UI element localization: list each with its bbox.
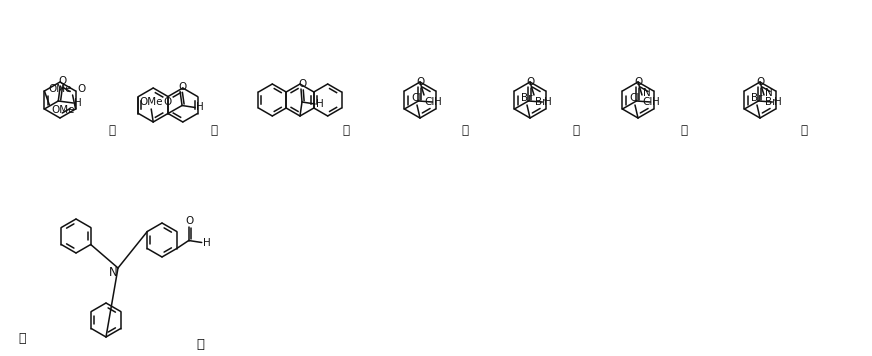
Text: 、: 、 xyxy=(680,124,687,136)
Text: H: H xyxy=(74,98,82,108)
Text: H: H xyxy=(543,97,551,107)
Text: O: O xyxy=(163,97,171,107)
Text: H: H xyxy=(196,103,204,112)
Text: Cl: Cl xyxy=(630,93,640,103)
Text: 、: 、 xyxy=(210,124,217,136)
Text: H: H xyxy=(317,99,324,109)
Text: H: H xyxy=(203,237,211,247)
Text: Br: Br xyxy=(766,97,777,107)
Text: 和: 和 xyxy=(18,331,25,345)
Text: 、: 、 xyxy=(573,124,580,136)
Text: 、: 、 xyxy=(108,124,115,136)
Text: Cl: Cl xyxy=(412,93,422,103)
Text: H: H xyxy=(651,97,659,107)
Text: H: H xyxy=(433,97,441,107)
Text: H: H xyxy=(773,97,781,107)
Text: OMe: OMe xyxy=(140,97,163,107)
Text: N: N xyxy=(765,88,773,98)
Text: Cl: Cl xyxy=(643,97,653,107)
Text: N: N xyxy=(643,88,651,98)
Text: O: O xyxy=(78,84,85,94)
Text: 、: 、 xyxy=(343,124,350,136)
Text: O: O xyxy=(298,79,306,89)
Text: O: O xyxy=(527,77,535,87)
Text: O: O xyxy=(416,77,425,87)
Text: OMe: OMe xyxy=(49,84,72,94)
Text: O: O xyxy=(58,76,66,86)
Text: 、: 、 xyxy=(800,124,807,136)
Text: 、: 、 xyxy=(461,124,468,136)
Text: N: N xyxy=(109,267,118,279)
Text: O: O xyxy=(634,77,643,87)
Text: OMe: OMe xyxy=(51,105,75,115)
Text: Br: Br xyxy=(535,97,547,107)
Text: O: O xyxy=(756,77,765,87)
Text: Br: Br xyxy=(521,93,533,103)
Text: O: O xyxy=(178,82,187,91)
Text: Br: Br xyxy=(752,93,763,103)
Text: O: O xyxy=(186,215,194,225)
Text: 。: 。 xyxy=(196,337,204,351)
Text: Cl: Cl xyxy=(425,97,435,107)
